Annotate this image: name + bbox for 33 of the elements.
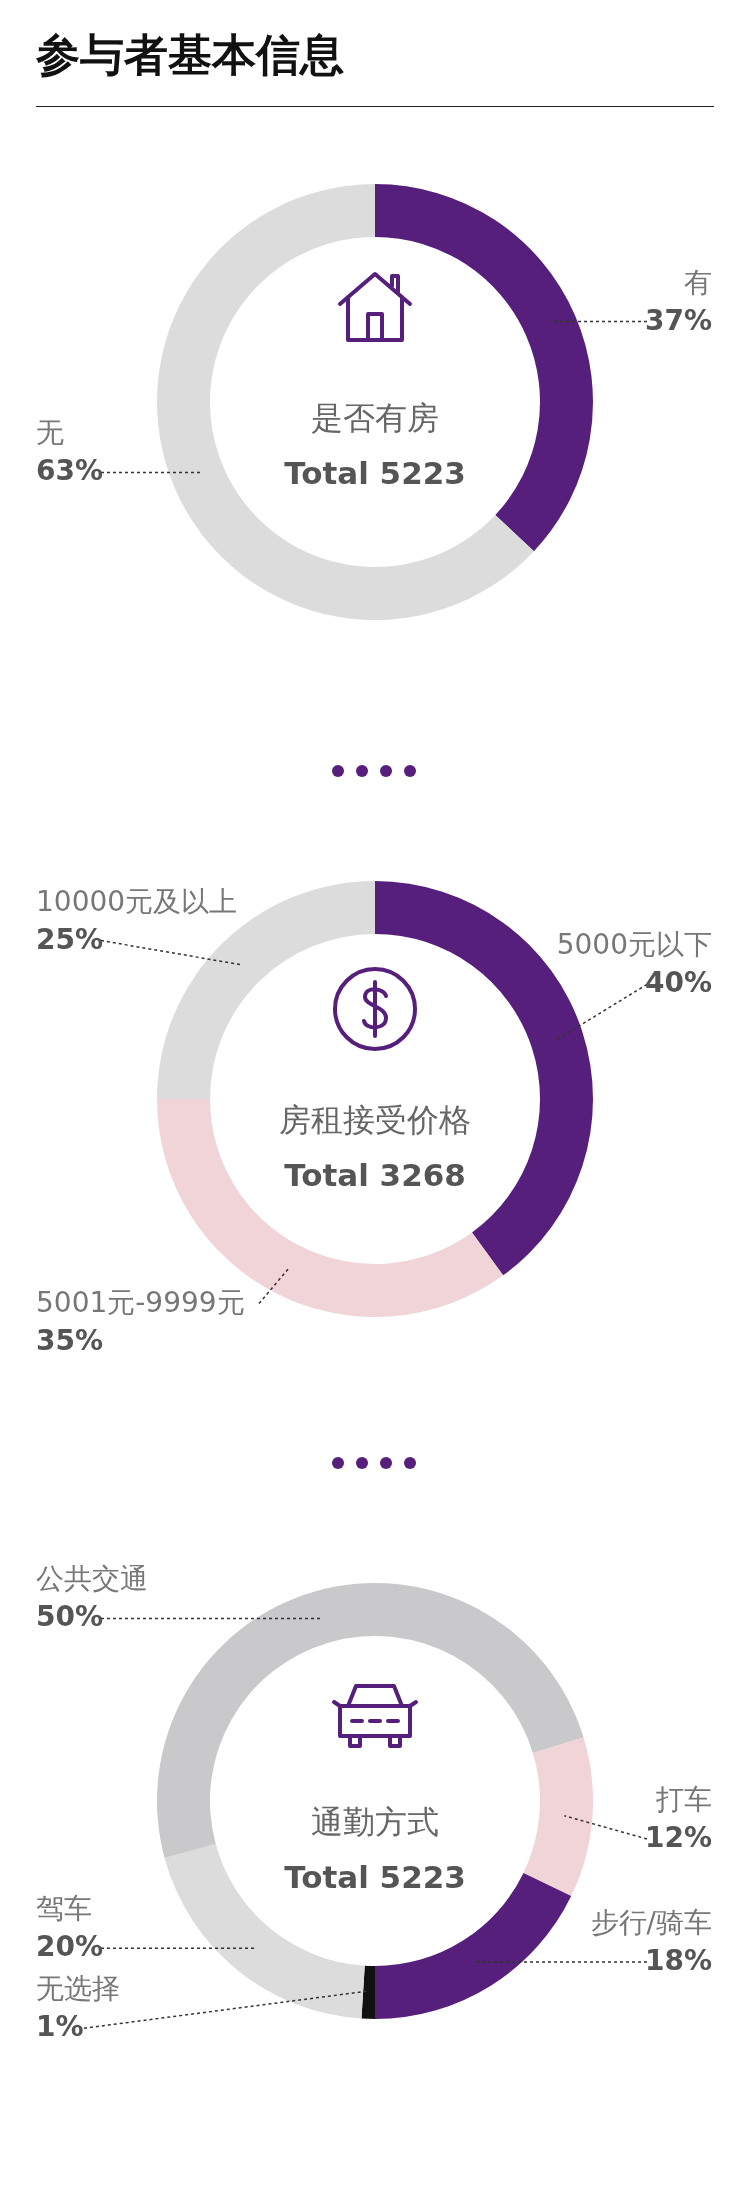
data-label: 63% — [36, 454, 104, 488]
slice-label: 打车 — [655, 1783, 712, 1816]
slice-label: 5000元以下 — [556, 928, 712, 962]
slice-label: 5001元-9999元 — [36, 1285, 245, 1319]
slice-label: 有 — [684, 265, 712, 299]
donut-slice — [164, 1844, 365, 2019]
data-label: 40% — [644, 966, 712, 1000]
donut-slice — [375, 184, 593, 552]
data-label: 20% — [36, 1930, 104, 1964]
text: 房租接受价格 — [279, 1101, 471, 1139]
donut-slice — [157, 184, 534, 620]
data-label: 35% — [36, 1323, 104, 1357]
data-label: 50% — [36, 1600, 104, 1634]
donut-slice — [157, 1583, 584, 1858]
slice-label: 无选择 — [36, 1972, 120, 2006]
data-label: 37% — [644, 303, 712, 337]
donut-slice — [361, 1965, 375, 2019]
text: Total 5223 — [284, 455, 466, 491]
text: Total 5223 — [284, 1859, 466, 1895]
text: Total 3268 — [284, 1157, 466, 1193]
slice-label: 驾车 — [36, 1892, 92, 1926]
data-label: 1% — [36, 2010, 84, 2044]
data-label: 12% — [644, 1821, 712, 1854]
text: 是否有房 — [311, 399, 439, 437]
slice-label: 无 — [36, 416, 64, 450]
slice-label: 公共交通 — [36, 1562, 148, 1596]
donut-slice — [523, 1737, 593, 1897]
data-label: 25% — [36, 922, 104, 956]
data-label: 18% — [644, 1943, 712, 1977]
slice-label: 步行/骑车 — [590, 1905, 712, 1939]
slice-label: 10000元及以上 — [36, 884, 238, 918]
text: 参与者基本信息 — [35, 28, 345, 82]
text: 通勤方式 — [311, 1803, 439, 1841]
